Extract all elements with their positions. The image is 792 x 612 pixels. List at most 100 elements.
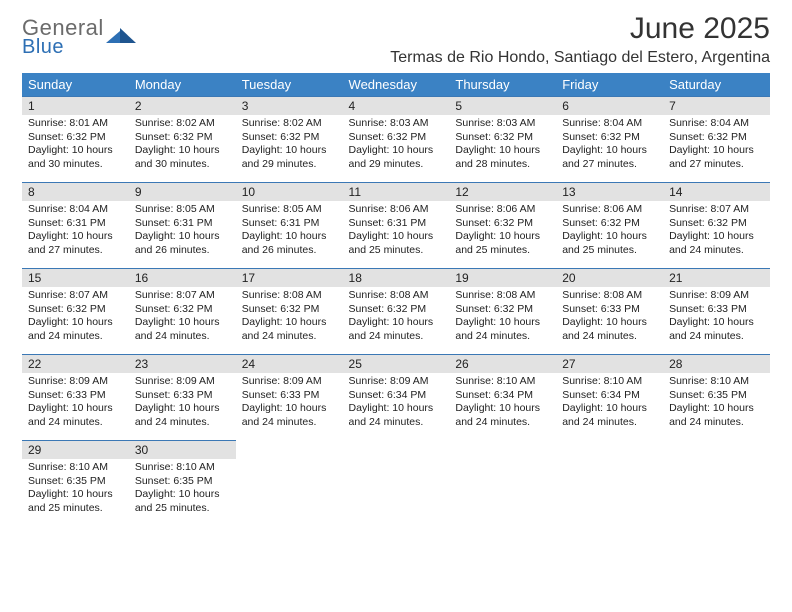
day-sunrise: Sunrise: 8:10 AM	[669, 375, 764, 388]
calendar-day-cell: 13Sunrise: 8:06 AMSunset: 6:32 PMDayligh…	[556, 182, 663, 268]
day-sunset: Sunset: 6:34 PM	[562, 389, 657, 402]
day-sunrise: Sunrise: 8:07 AM	[28, 289, 123, 302]
calendar-day-cell: 17Sunrise: 8:08 AMSunset: 6:32 PMDayligh…	[236, 268, 343, 354]
day-sunrise: Sunrise: 8:04 AM	[28, 203, 123, 216]
weekday-header: Tuesday	[236, 73, 343, 96]
day-sunrise: Sunrise: 8:08 AM	[242, 289, 337, 302]
day-sunrise: Sunrise: 8:09 AM	[135, 375, 230, 388]
day-details: Sunrise: 8:09 AMSunset: 6:33 PMDaylight:…	[129, 373, 236, 431]
day-number: 27	[556, 354, 663, 373]
calendar-day-cell: 24Sunrise: 8:09 AMSunset: 6:33 PMDayligh…	[236, 354, 343, 440]
day-sunrise: Sunrise: 8:08 AM	[349, 289, 444, 302]
day-dl2: and 24 minutes.	[242, 330, 337, 343]
calendar-day-cell: 7Sunrise: 8:04 AMSunset: 6:32 PMDaylight…	[663, 96, 770, 182]
day-number: 3	[236, 96, 343, 115]
day-sunset: Sunset: 6:33 PM	[242, 389, 337, 402]
day-sunrise: Sunrise: 8:09 AM	[669, 289, 764, 302]
day-dl1: Daylight: 10 hours	[562, 402, 657, 415]
day-dl1: Daylight: 10 hours	[349, 402, 444, 415]
day-number: 13	[556, 182, 663, 201]
day-details: Sunrise: 8:09 AMSunset: 6:33 PMDaylight:…	[663, 287, 770, 345]
day-dl2: and 24 minutes.	[28, 416, 123, 429]
calendar-header-row: SundayMondayTuesdayWednesdayThursdayFrid…	[22, 73, 770, 96]
calendar-day-cell: 5Sunrise: 8:03 AMSunset: 6:32 PMDaylight…	[449, 96, 556, 182]
weekday-header: Sunday	[22, 73, 129, 96]
calendar-day-cell: 21Sunrise: 8:09 AMSunset: 6:33 PMDayligh…	[663, 268, 770, 354]
day-sunset: Sunset: 6:32 PM	[455, 131, 550, 144]
day-dl2: and 27 minutes.	[562, 158, 657, 171]
day-dl2: and 24 minutes.	[28, 330, 123, 343]
day-sunrise: Sunrise: 8:07 AM	[669, 203, 764, 216]
day-sunset: Sunset: 6:33 PM	[135, 389, 230, 402]
day-dl2: and 24 minutes.	[135, 330, 230, 343]
day-sunrise: Sunrise: 8:05 AM	[135, 203, 230, 216]
page: General Blue June 2025 Termas de Rio Hon…	[0, 0, 792, 612]
day-details: Sunrise: 8:06 AMSunset: 6:32 PMDaylight:…	[449, 201, 556, 259]
day-dl2: and 24 minutes.	[242, 416, 337, 429]
day-details: Sunrise: 8:09 AMSunset: 6:34 PMDaylight:…	[343, 373, 450, 431]
calendar-day-cell: 14Sunrise: 8:07 AMSunset: 6:32 PMDayligh…	[663, 182, 770, 268]
calendar-day-cell: 16Sunrise: 8:07 AMSunset: 6:32 PMDayligh…	[129, 268, 236, 354]
day-number: 9	[129, 182, 236, 201]
day-dl1: Daylight: 10 hours	[242, 316, 337, 329]
day-dl1: Daylight: 10 hours	[669, 230, 764, 243]
day-number: 11	[343, 182, 450, 201]
calendar-empty-cell	[556, 440, 663, 526]
day-sunset: Sunset: 6:31 PM	[28, 217, 123, 230]
day-number: 19	[449, 268, 556, 287]
day-details: Sunrise: 8:09 AMSunset: 6:33 PMDaylight:…	[236, 373, 343, 431]
day-number: 26	[449, 354, 556, 373]
day-dl1: Daylight: 10 hours	[455, 402, 550, 415]
day-sunset: Sunset: 6:32 PM	[562, 131, 657, 144]
brand-text: General Blue	[22, 18, 104, 56]
day-dl2: and 24 minutes.	[455, 330, 550, 343]
day-dl1: Daylight: 10 hours	[135, 488, 230, 501]
calendar-day-cell: 26Sunrise: 8:10 AMSunset: 6:34 PMDayligh…	[449, 354, 556, 440]
day-number: 24	[236, 354, 343, 373]
calendar-day-cell: 15Sunrise: 8:07 AMSunset: 6:32 PMDayligh…	[22, 268, 129, 354]
day-sunset: Sunset: 6:33 PM	[28, 389, 123, 402]
day-sunset: Sunset: 6:31 PM	[135, 217, 230, 230]
day-dl2: and 29 minutes.	[349, 158, 444, 171]
day-sunrise: Sunrise: 8:06 AM	[349, 203, 444, 216]
day-number: 14	[663, 182, 770, 201]
day-dl2: and 24 minutes.	[669, 330, 764, 343]
day-dl2: and 24 minutes.	[669, 244, 764, 257]
calendar-day-cell: 12Sunrise: 8:06 AMSunset: 6:32 PMDayligh…	[449, 182, 556, 268]
calendar-day-cell: 23Sunrise: 8:09 AMSunset: 6:33 PMDayligh…	[129, 354, 236, 440]
day-dl1: Daylight: 10 hours	[349, 144, 444, 157]
day-dl1: Daylight: 10 hours	[242, 230, 337, 243]
day-dl2: and 24 minutes.	[562, 330, 657, 343]
day-sunrise: Sunrise: 8:07 AM	[135, 289, 230, 302]
day-details: Sunrise: 8:03 AMSunset: 6:32 PMDaylight:…	[449, 115, 556, 173]
day-sunset: Sunset: 6:32 PM	[669, 131, 764, 144]
day-number: 15	[22, 268, 129, 287]
day-dl2: and 25 minutes.	[562, 244, 657, 257]
day-sunset: Sunset: 6:32 PM	[455, 303, 550, 316]
day-number: 29	[22, 440, 129, 459]
day-sunset: Sunset: 6:32 PM	[28, 131, 123, 144]
day-dl1: Daylight: 10 hours	[28, 230, 123, 243]
day-dl1: Daylight: 10 hours	[669, 316, 764, 329]
day-details: Sunrise: 8:10 AMSunset: 6:35 PMDaylight:…	[22, 459, 129, 517]
day-sunset: Sunset: 6:35 PM	[669, 389, 764, 402]
day-dl1: Daylight: 10 hours	[28, 144, 123, 157]
calendar-week-row: 8Sunrise: 8:04 AMSunset: 6:31 PMDaylight…	[22, 182, 770, 268]
day-sunrise: Sunrise: 8:05 AM	[242, 203, 337, 216]
day-number: 25	[343, 354, 450, 373]
day-sunset: Sunset: 6:33 PM	[669, 303, 764, 316]
calendar-empty-cell	[663, 440, 770, 526]
weekday-header: Saturday	[663, 73, 770, 96]
day-dl1: Daylight: 10 hours	[28, 402, 123, 415]
calendar-day-cell: 3Sunrise: 8:02 AMSunset: 6:32 PMDaylight…	[236, 96, 343, 182]
day-dl2: and 24 minutes.	[135, 416, 230, 429]
day-dl1: Daylight: 10 hours	[455, 316, 550, 329]
calendar-day-cell: 18Sunrise: 8:08 AMSunset: 6:32 PMDayligh…	[343, 268, 450, 354]
day-details: Sunrise: 8:02 AMSunset: 6:32 PMDaylight:…	[236, 115, 343, 173]
day-sunset: Sunset: 6:32 PM	[242, 131, 337, 144]
day-number: 22	[22, 354, 129, 373]
day-sunset: Sunset: 6:32 PM	[28, 303, 123, 316]
title-block: June 2025 Termas de Rio Hondo, Santiago …	[390, 12, 770, 67]
day-sunrise: Sunrise: 8:10 AM	[562, 375, 657, 388]
day-sunset: Sunset: 6:32 PM	[455, 217, 550, 230]
